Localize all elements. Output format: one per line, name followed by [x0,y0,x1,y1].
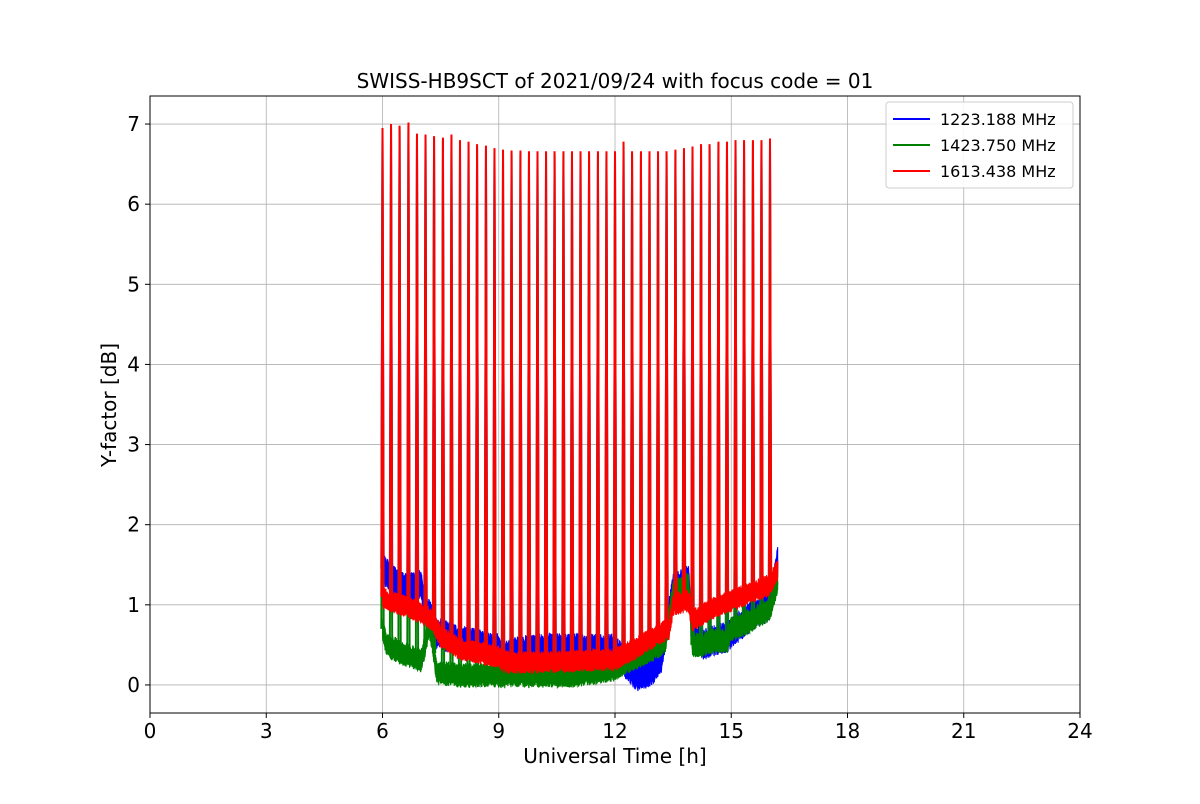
spike-3-36 [681,148,687,603]
spike-3-25 [586,151,592,661]
x-tick-label: 24 [1067,719,1092,743]
spike-3-32 [647,151,652,640]
legend-label-3: 1613.438 MHz [940,162,1056,181]
spike-3-45 [759,140,764,589]
spike-3-37 [690,146,695,621]
spike-3-24 [578,151,583,661]
spike-3-3 [397,125,402,605]
y-tick-label: 1 [127,593,140,617]
legend-box [885,101,1074,189]
spike-3-13 [483,145,489,655]
x-tick-label: 12 [602,719,627,743]
spike-3-15 [500,149,506,661]
x-tick-label: 9 [492,719,505,743]
spike-3-11 [466,141,471,651]
y-tick-label: 3 [127,433,140,457]
x-tick-label: 21 [951,719,976,743]
spike-3-30 [629,151,635,651]
spike-3-4 [406,122,411,608]
y-tick-label: 0 [127,673,140,697]
spike-3-9 [449,134,454,644]
x-tick-label: 6 [376,719,389,743]
spike-3-34 [664,151,669,631]
spike-3-38 [698,144,704,616]
spike-3-14 [492,148,497,657]
spike-3-10 [457,140,463,649]
spike-3-19 [535,151,540,663]
spike-3-35 [673,149,678,605]
spike-3-2 [388,124,394,603]
spike-3-21 [552,151,557,662]
spike-3-44 [750,140,756,592]
spike-3-18 [526,151,532,663]
legend-label-1: 1223.188 MHz [940,110,1056,129]
spike-3-29 [621,141,626,655]
chart-title: SWISS-HB9SCT of 2021/09/24 with focus co… [357,69,874,93]
spike-3-12 [474,144,480,653]
x-axis-label: Universal Time [h] [523,744,706,768]
spike-3-1 [380,128,385,597]
y-tick-label: 6 [127,192,140,216]
spike-3-46 [767,138,773,585]
spike-3-40 [716,141,721,607]
spike-3-33 [655,151,661,635]
spike-3-7 [431,136,437,624]
y-tick-label: 2 [127,513,140,537]
spike-3-23 [569,151,575,662]
x-tick-label: 3 [260,719,273,743]
spike-3-6 [423,134,428,616]
spike-3-16 [509,150,514,663]
spike-3-42 [733,140,738,600]
y-tick-label: 4 [127,352,140,376]
spike-3-26 [595,151,601,661]
spike-3-28 [612,151,618,660]
spike-3-17 [518,150,523,663]
spike-3-39 [707,144,712,611]
legend: 1223.188 MHz 1423.750 MHz 1613.438 MHz [885,101,1074,189]
spike-3-8 [440,137,446,639]
y-tick-label: 7 [127,112,140,136]
y-axis-label: Y-factor [dB] [97,343,121,468]
spike-3-22 [561,151,566,662]
y-tick-label: 5 [127,272,140,296]
series-line-3 [381,560,779,673]
x-tick-label: 18 [835,719,860,743]
spike-3-41 [724,141,730,603]
spike-3-20 [543,151,549,663]
spike-3-31 [638,151,644,645]
spike-3-43 [741,140,747,596]
spike-3-5 [414,133,420,612]
legend-label-2: 1423.750 MHz [940,136,1056,155]
x-tick-label: 0 [144,719,157,743]
x-tick-label: 15 [719,719,744,743]
spike-3-27 [604,151,609,660]
